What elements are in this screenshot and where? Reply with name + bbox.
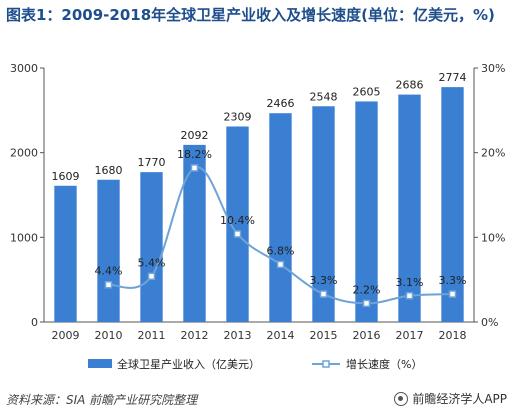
brand-logo-icon [394, 391, 409, 406]
y-right-tick-label: 10% [481, 231, 505, 244]
brand: 前瞻经济学人APP [394, 390, 507, 407]
bar-value-label: 2548 [310, 90, 338, 103]
x-tick-label: 2014 [267, 329, 295, 342]
chart-title: 图表1：2009-2018年全球卫星产业收入及增长速度(单位：亿美元，%) [6, 6, 495, 24]
bar-value-label: 2092 [181, 129, 209, 142]
y-left-tick-label: 0 [31, 316, 38, 329]
bar [312, 106, 335, 322]
chart: 0 1000 2000 3000 0% 10% 20% 30% 2009 2010 2011 2012… [10, 62, 505, 371]
y-right-tick-label: 30% [481, 62, 505, 75]
growth-value-label: 4.4% [95, 265, 123, 278]
bar-value-label: 1770 [138, 156, 166, 169]
bar-value-label: 2605 [353, 85, 381, 98]
legend-bar-label: 全球卫星产业收入（亿美元） [117, 357, 260, 371]
bar [398, 94, 421, 323]
brand-name: 前瞻经济学人APP [412, 392, 507, 406]
growth-point [190, 164, 199, 172]
growth-point [405, 292, 414, 300]
growth-value-label: 3.1% [396, 276, 424, 289]
bar-value-label: 2466 [267, 97, 295, 110]
legend-bar-swatch [88, 359, 112, 368]
y-left-tick-label: 3000 [10, 62, 38, 75]
line-series [104, 164, 457, 308]
x-tick-label: 2010 [95, 329, 123, 342]
growth-value-label: 3.3% [439, 274, 467, 287]
bar [269, 113, 292, 322]
growth-point [233, 230, 242, 238]
bar-series [54, 87, 464, 323]
bar-value-label: 1680 [95, 164, 123, 177]
y-right-tick-label: 0% [481, 316, 498, 329]
growth-value-label: 10.4% [220, 214, 255, 227]
x-tick-label: 2011 [138, 329, 166, 342]
growth-point [104, 280, 113, 289]
growth-point [147, 272, 156, 281]
x-tick-label: 2009 [52, 329, 80, 342]
bar-value-label: 2309 [224, 111, 252, 124]
bar-value-label: 1609 [52, 170, 80, 183]
bar [97, 179, 120, 322]
x-tick-label: 2016 [353, 329, 381, 342]
growth-value-label: 6.8% [267, 244, 295, 257]
footer: 资料来源：SIA 前瞻产业研究院整理 前瞻经济学人APP [0, 387, 515, 417]
growth-line [108, 166, 453, 305]
y-left-tick-label: 1000 [10, 231, 38, 244]
x-tick-label: 2015 [310, 329, 338, 342]
bar [226, 126, 249, 322]
growth-value-label: 3.3% [310, 274, 338, 287]
growth-point [448, 290, 457, 298]
bar-value-label: 2774 [439, 71, 467, 84]
bar [441, 87, 464, 322]
growth-value-label: 2.2% [353, 283, 381, 296]
source-note: 资料来源：SIA 前瞻产业研究院整理 [6, 393, 198, 407]
axes: 0 1000 2000 3000 0% 10% 20% 30% 2009 2010 2011 2012… [10, 62, 505, 342]
data-labels: 1609 1680 1770 2092 2309 2466 2548 2605 2686 2774… [52, 71, 467, 296]
bar [183, 144, 206, 322]
bar [140, 172, 163, 322]
x-tick-label: 2013 [224, 329, 252, 342]
y-left-tick-label: 2000 [10, 147, 38, 160]
growth-value-label: 5.4% [138, 256, 166, 269]
growth-point [276, 260, 285, 269]
legend-line-marker [322, 360, 330, 368]
growth-value-label: 18.2% [177, 148, 212, 161]
legend-line-label: 增长速度（%） [346, 357, 422, 371]
bar-value-label: 2686 [396, 79, 424, 92]
x-tick-label: 2018 [439, 329, 467, 342]
growth-point [362, 299, 371, 308]
x-tick-label: 2017 [396, 329, 424, 342]
bar [355, 101, 378, 323]
bar [54, 185, 77, 322]
x-tick-label: 2012 [181, 329, 209, 342]
legend: 全球卫星产业收入（亿美元） 增长速度（%） [88, 357, 422, 371]
growth-point [319, 290, 328, 298]
y-right-tick-label: 20% [481, 147, 505, 160]
